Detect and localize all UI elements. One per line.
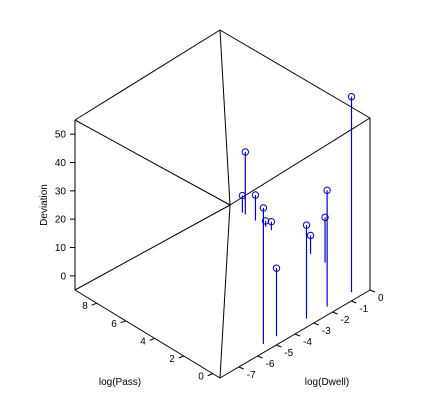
data-point-3 [261,217,270,225]
axis-ticks: 0 10 20 30 40 50 0 2 4 6 8 -7 -6 -5 -4 -3 -2 -1 0 [55,130,384,383]
y-tick-5 [332,311,338,315]
y-tick-0 [238,366,244,370]
y-tick-4 [313,322,319,326]
data-point-7 [272,264,281,272]
y-tick-3 [294,333,301,337]
x-tick-2 [149,337,155,341]
y-tick-label-7: 0 [378,293,384,304]
box-edge-2 [74,119,231,206]
data-point-10 [323,186,331,195]
data-stems [238,93,356,344]
x-tick-3 [120,320,126,324]
y-tick-label-3: -4 [303,337,312,348]
x-tick-1 [178,355,184,359]
x-tick-label-3: 6 [111,319,117,330]
y-tick-label-4: -3 [322,326,331,337]
box-edge-10 [219,204,231,379]
box-edge-0 [74,29,221,121]
data-point-1 [238,191,247,200]
box-edge-6 [74,289,221,379]
z-tick-label-5: 50 [55,130,67,141]
x-tick-label-2: 4 [140,336,146,347]
z-tick-label-0: 0 [60,271,66,282]
x-tick-4 [91,302,97,306]
z-tick-label-3: 30 [55,186,67,197]
y-tick-7 [369,289,376,293]
box-edge-1 [219,29,371,119]
data-point-8 [259,204,268,212]
data-point-9 [302,221,311,229]
y-tick-label-0: -7 [247,370,256,381]
data-point-4 [267,217,276,226]
box-edge-9 [74,204,231,291]
z-tick-label-1: 10 [55,243,67,254]
y-tick-6 [351,300,357,304]
z-tick-label-2: 20 [55,215,67,226]
data-point-6 [321,213,329,222]
x-tick-label-4: 8 [82,301,88,312]
x-tick-0 [207,373,213,377]
y-tick-2 [276,344,282,348]
data-point-11 [347,93,356,101]
x-tick-label-1: 2 [169,354,175,365]
y-tick-label-6: -1 [359,304,368,315]
y-tick-label-2: -5 [284,348,293,359]
box-edge-3 [229,117,371,206]
y-axis-label: log(Dwell) [305,377,349,388]
z-axis-label: Deviation [39,184,50,226]
y-tick-label-1: -6 [266,359,275,370]
chart-box [74,29,371,379]
x-tick-label-0: 0 [198,372,204,383]
x-axis-label: log(Pass) [99,377,141,388]
data-point-5 [306,231,315,240]
z-tick-label-4: 40 [55,158,67,169]
y-tick-1 [257,355,263,359]
box-edge-8 [219,29,231,206]
data-point-0 [241,148,250,156]
y-tick-label-5: -2 [341,315,350,326]
data-point-2 [251,191,260,199]
